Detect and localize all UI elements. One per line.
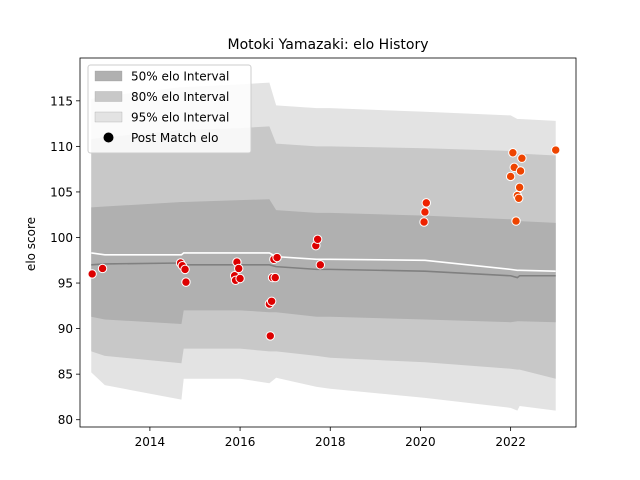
- post-match-point-25: [508, 148, 518, 158]
- x-tick-label-2018: 2018: [315, 435, 346, 449]
- post-match-point-17: [272, 252, 282, 263]
- post-match-point-4: [180, 264, 190, 275]
- post-match-point-30: [514, 182, 525, 193]
- legend-label-1: 80% elo Interval: [131, 90, 229, 104]
- y-tick-label-100: 100: [50, 231, 73, 245]
- post-match-point-5: [181, 277, 191, 287]
- y-tick-label-105: 105: [50, 185, 73, 199]
- series-line-0: [91, 252, 556, 272]
- axes-frame: [79, 57, 577, 428]
- post-match-point-16: [270, 272, 280, 283]
- post-match-point-31: [515, 166, 526, 176]
- y-tick-label-110: 110: [50, 140, 73, 154]
- legend-swatch-1: [94, 91, 123, 102]
- y-tick-label-85: 85: [58, 368, 73, 382]
- y-tick-label-90: 90: [58, 322, 73, 336]
- post-match-point-21: [419, 217, 429, 227]
- plot-area: [87, 82, 561, 411]
- post-match-point-12: [265, 331, 275, 341]
- post-match-point-27: [511, 216, 521, 226]
- legend-label-3: Post Match elo: [131, 131, 218, 145]
- chart-title: Motoki Yamazaki: elo History: [228, 37, 429, 53]
- x-tick-label-2014: 2014: [135, 435, 166, 449]
- post-match-point-19: [312, 234, 323, 245]
- axes: 2014 2016 2018 2020 2022 80 85 90 95 100 105 110 115: [50, 57, 577, 449]
- post-match-point-23: [421, 198, 431, 208]
- legend-marker-3: [103, 132, 114, 143]
- post-match-point-22: [420, 207, 430, 217]
- y-axis-label: elo score: [24, 217, 38, 271]
- legend: 50% elo Interval 80% elo Interval 95% elo …: [87, 64, 252, 154]
- legend-swatch-0: [94, 70, 123, 82]
- y-tick-label-80: 80: [58, 413, 73, 427]
- post-match-point-33: [551, 145, 561, 155]
- post-match-point-20: [315, 260, 326, 270]
- post-match-point-9: [234, 263, 244, 274]
- legend-label-2: 95% elo Interval: [131, 111, 229, 125]
- legend-label-0: 50% elo Interval: [131, 70, 229, 84]
- legend-swatch-2: [94, 111, 123, 123]
- x-tick-label-2020: 2020: [405, 435, 436, 449]
- post-match-point-0: [87, 269, 97, 279]
- post-match-point-1: [97, 263, 108, 274]
- post-match-point-32: [517, 153, 527, 163]
- x-tick-label-2022: 2022: [495, 435, 526, 449]
- legend-box: [87, 64, 252, 154]
- post-match-point-24: [505, 171, 516, 182]
- x-tick-label-2016: 2016: [225, 435, 256, 449]
- y-tick-label-115: 115: [50, 94, 73, 108]
- y-tick-label-95: 95: [58, 277, 73, 291]
- post-match-point-10: [235, 273, 245, 284]
- post-match-point-13: [266, 296, 277, 306]
- post-match-point-29: [514, 193, 524, 204]
